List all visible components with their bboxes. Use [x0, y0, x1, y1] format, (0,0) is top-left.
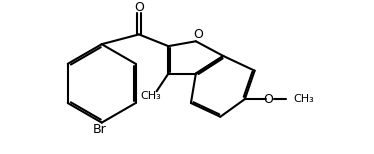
Text: Br: Br — [93, 123, 107, 136]
Text: CH₃: CH₃ — [140, 91, 161, 101]
Text: O: O — [134, 1, 144, 14]
Text: O: O — [263, 93, 273, 106]
Text: O: O — [193, 28, 203, 41]
Text: CH₃: CH₃ — [294, 94, 315, 104]
